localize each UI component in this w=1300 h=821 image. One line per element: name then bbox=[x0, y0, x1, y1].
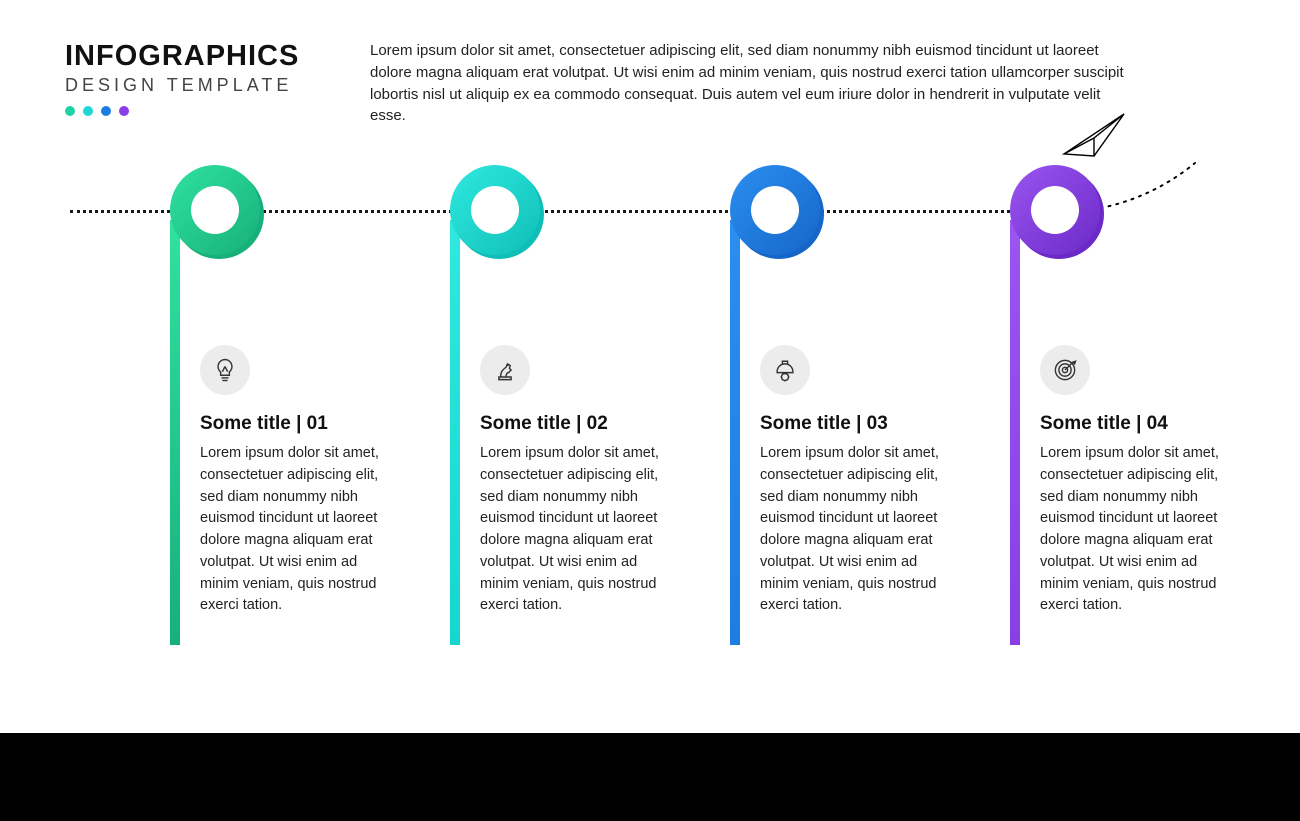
step-title: Some title | 04 bbox=[1040, 413, 1220, 435]
step-body: Lorem ipsum dolor sit amet, consectetuer… bbox=[480, 443, 660, 617]
step-stem bbox=[170, 220, 180, 645]
step-ring bbox=[450, 165, 550, 265]
subtitle: DESIGN TEMPLATE bbox=[65, 75, 299, 96]
step-title: Some title | 03 bbox=[760, 413, 940, 435]
step-title: Some title | 01 bbox=[200, 413, 380, 435]
main-title: INFOGRAPHICS bbox=[65, 40, 299, 73]
accent-dots bbox=[65, 106, 299, 116]
bottom-strip bbox=[0, 733, 1300, 821]
accent-dot-3 bbox=[101, 106, 111, 116]
step-card: Some title | 02 Lorem ipsum dolor sit am… bbox=[480, 345, 660, 617]
target-icon bbox=[1040, 345, 1090, 395]
step-card: Some title | 01 Lorem ipsum dolor sit am… bbox=[200, 345, 380, 617]
step-02: Some title | 02 Lorem ipsum dolor sit am… bbox=[460, 165, 640, 617]
step-body: Lorem ipsum dolor sit amet, consectetuer… bbox=[760, 443, 940, 617]
header-block: INFOGRAPHICS DESIGN TEMPLATE bbox=[65, 40, 299, 116]
intro-paragraph: Lorem ipsum dolor sit amet, consectetuer… bbox=[370, 40, 1130, 127]
step-04: Some title | 04 Lorem ipsum dolor sit am… bbox=[1020, 165, 1200, 617]
step-01: Some title | 01 Lorem ipsum dolor sit am… bbox=[180, 165, 360, 617]
infographic-canvas: INFOGRAPHICS DESIGN TEMPLATE Lorem ipsum… bbox=[0, 0, 1300, 821]
step-body: Lorem ipsum dolor sit amet, consectetuer… bbox=[1040, 443, 1220, 617]
accent-dot-4 bbox=[119, 106, 129, 116]
step-03: Some title | 03 Lorem ipsum dolor sit am… bbox=[740, 165, 920, 617]
hardhat-gear-icon bbox=[760, 345, 810, 395]
step-ring bbox=[170, 165, 270, 265]
accent-dot-2 bbox=[83, 106, 93, 116]
chess-knight-icon bbox=[480, 345, 530, 395]
step-ring bbox=[730, 165, 830, 265]
step-stem bbox=[450, 220, 460, 645]
steps-row: Some title | 01 Lorem ipsum dolor sit am… bbox=[180, 165, 1200, 617]
step-body: Lorem ipsum dolor sit amet, consectetuer… bbox=[200, 443, 380, 617]
step-stem bbox=[1010, 220, 1020, 645]
step-card: Some title | 03 Lorem ipsum dolor sit am… bbox=[760, 345, 940, 617]
paper-plane-icon bbox=[1060, 110, 1130, 165]
accent-dot-1 bbox=[65, 106, 75, 116]
step-ring bbox=[1010, 165, 1110, 265]
lightbulb-icon bbox=[200, 345, 250, 395]
step-card: Some title | 04 Lorem ipsum dolor sit am… bbox=[1040, 345, 1220, 617]
step-stem bbox=[730, 220, 740, 645]
step-title: Some title | 02 bbox=[480, 413, 660, 435]
